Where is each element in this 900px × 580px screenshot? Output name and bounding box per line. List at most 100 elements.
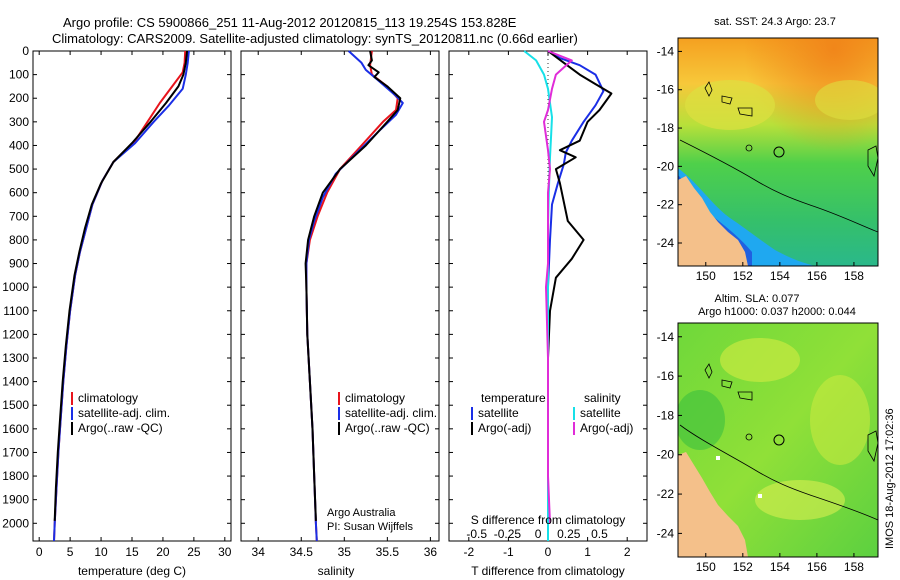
depth-tick-label: 1800: [2, 469, 29, 483]
salinity-legend: climatology satellite-adj. clim. Argo(..…: [338, 391, 437, 435]
sst-reef-outlines: [704, 81, 878, 178]
depth-tick-label: 1400: [2, 375, 29, 389]
sla-reef-outlines: [704, 363, 878, 463]
x-tick-label: -2: [463, 545, 474, 559]
temperature-panel: 0100200300400500600700800900100011001200…: [2, 44, 232, 578]
argo-location-marker: [773, 146, 785, 158]
x-tick-label: 10: [94, 545, 108, 559]
series-salinity-argo-adj-: [543, 50, 573, 524]
sst-land: [678, 176, 748, 266]
salinity-xlabel: salinity: [318, 564, 355, 578]
sla-isobath: [679, 424, 878, 521]
sst-map-frame: [677, 37, 879, 267]
x-tick-label: 35: [338, 545, 352, 559]
s-diff-tick-label: -0.5: [466, 527, 487, 541]
legend-s-argo-label: Argo(-adj): [580, 421, 633, 435]
salinity-axes: [240, 50, 440, 542]
legend-s-satellite-label: satellite: [580, 406, 621, 420]
lon-tick-label: 156: [807, 269, 827, 283]
depth-axis-ticks: 0 100 200 300 400 500 600 700 800 900 1000 1100 1200…: [2, 44, 231, 530]
lat-tick-label: -22: [657, 487, 675, 501]
depth-tick-label: 1700: [2, 445, 29, 459]
x-tick-label: 34: [252, 545, 266, 559]
sla-land: [678, 452, 748, 557]
difference-axis-ticks: -2 -1 0 1 2: [463, 51, 631, 559]
x-tick-label: 30: [218, 545, 232, 559]
sla-patch: [755, 480, 845, 520]
x-tick-label: 0: [545, 545, 552, 559]
series-argo-raw-qc-: [53, 50, 189, 521]
sla-map-ticks: 150 152 154 156 158 -14 -16 -18 -20 -22 -24: [657, 330, 865, 574]
sla-field: [678, 323, 878, 557]
x-tick-label: 15: [125, 545, 139, 559]
sla-map-subtitle: Argo h1000: 0.037 h2000: 0.044: [698, 306, 856, 318]
sla-map-frame: [677, 322, 879, 558]
x-tick-label: 1: [584, 545, 591, 559]
x-tick-label: -1: [503, 545, 514, 559]
legend-climatology-label: climatology: [345, 391, 405, 405]
lat-tick-label: -18: [657, 121, 675, 135]
lon-tick-label: 152: [733, 269, 753, 283]
missing-data-cell: [716, 456, 720, 460]
lon-tick-label: 150: [696, 269, 716, 283]
lon-tick-label: 156: [807, 560, 827, 574]
depth-tick-label: 700: [9, 209, 29, 223]
s-diff-tick-label: -0.25: [494, 527, 522, 541]
x-tick-label: 0: [36, 545, 43, 559]
depth-tick-label: 1000: [2, 280, 29, 294]
lat-tick-label: -16: [657, 369, 675, 383]
x-tick-label: 20: [156, 545, 170, 559]
legend-satellite-label: satellite-adj. clim.: [345, 406, 437, 420]
argo-location-marker: [773, 434, 785, 446]
x-tick-label: 5: [67, 545, 74, 559]
sla-map-panel: Altim. SLA: 0.077 Argo h1000: 0.037 h200…: [657, 293, 879, 574]
x-tick-label: 25: [187, 545, 201, 559]
imos-timestamp: IMOS 18-Aug-2012 17:02:36: [884, 408, 896, 549]
temperature-xlabel: temperature (deg C): [78, 564, 186, 578]
salinity-difference-label: S difference from climatology: [471, 513, 626, 527]
sst-patch: [685, 80, 775, 130]
x-tick-label: 35.5: [376, 545, 400, 559]
missing-data-cell: [758, 494, 762, 498]
depth-tick-label: 1900: [2, 493, 29, 507]
lon-tick-label: 154: [770, 269, 790, 283]
difference-legend: temperature salinity satellite Argo(-adj…: [471, 391, 633, 435]
x-tick-label: 2: [624, 545, 631, 559]
legend-satellite-label: satellite-adj. clim.: [78, 406, 170, 420]
salinity-difference-ticks: -0.5 -0.25 0 0.25 0.5: [466, 527, 608, 541]
sst-map-title: sat. SST: 24.3 Argo: 23.7: [714, 16, 836, 28]
lon-tick-label: 158: [844, 560, 864, 574]
temperature-series: [53, 50, 190, 542]
legend-salinity-title: salinity: [584, 391, 621, 405]
reef-marker: [745, 144, 753, 152]
lon-tick-label: 158: [844, 269, 864, 283]
depth-tick-label: 500: [9, 162, 29, 176]
legend-t-argo-label: Argo(-adj): [478, 421, 531, 435]
depth-tick-label: 2000: [2, 516, 29, 530]
legend-t-satellite-label: satellite: [478, 406, 519, 420]
depth-tick-label: 900: [9, 257, 29, 271]
depth-tick-label: 600: [9, 186, 29, 200]
x-tick-label: 36: [424, 545, 438, 559]
s-diff-tick-label: 0: [535, 527, 542, 541]
lat-tick-label: -16: [657, 83, 675, 97]
reef-marker: [745, 433, 753, 441]
depth-tick-label: 1600: [2, 422, 29, 436]
sla-patch: [678, 390, 725, 450]
header-line-2: Climatology: CARS2009. Satellite-adjuste…: [52, 31, 578, 46]
legend-argo-label: Argo(..raw -QC): [78, 421, 163, 435]
salinity-axis-ticks: 34 34.5 35 35.5 36: [252, 51, 438, 559]
depth-tick-label: 400: [9, 138, 29, 152]
temperature-axis-ticks: 0 5 10 15 20 25 30: [36, 51, 232, 559]
lon-tick-label: 150: [696, 560, 716, 574]
salinity-depth-ticks: [241, 50, 439, 524]
lat-tick-label: -14: [657, 44, 675, 58]
depth-tick-label: 800: [9, 233, 29, 247]
s-diff-tick-label: 0.25: [557, 527, 581, 541]
s-diff-tick-label: 0.5: [591, 527, 608, 541]
sla-patch: [720, 338, 800, 382]
sst-isobath: [679, 139, 878, 233]
sla-patch: [810, 375, 870, 465]
temperature-difference-xlabel: T difference from climatology: [471, 564, 625, 578]
sla-map-title: Altim. SLA: 0.077: [715, 293, 800, 305]
